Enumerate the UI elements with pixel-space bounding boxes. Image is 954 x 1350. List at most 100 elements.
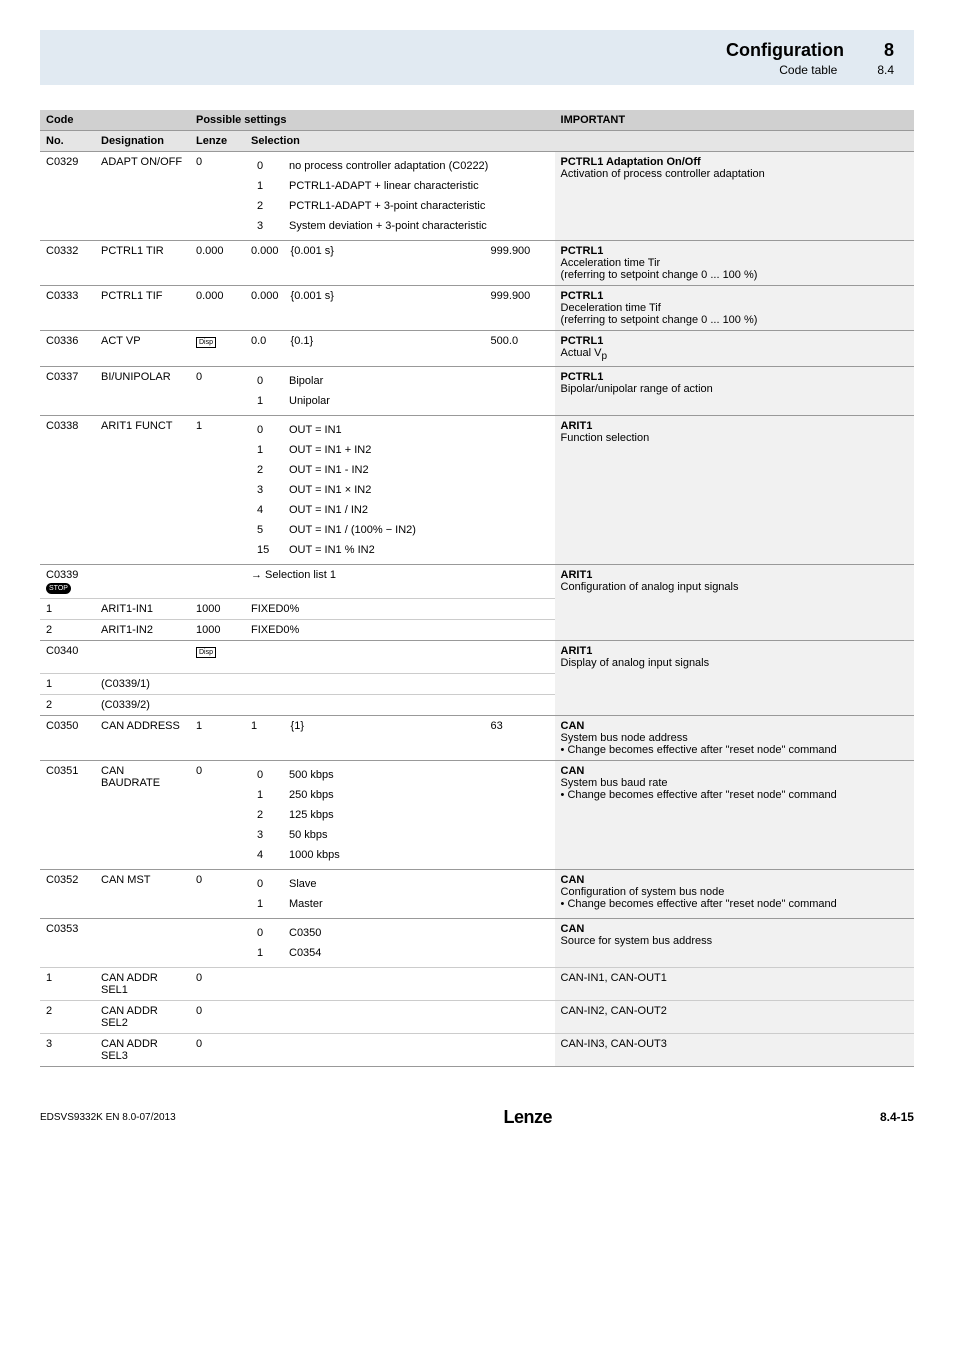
code-table: Code Possible settings IMPORTANT No. Des… — [40, 110, 914, 1067]
header-band: Configuration 8 Code table 8.4 — [40, 30, 914, 85]
row-c0337: C0337 BI/UNIPOLAR 0 0Bipolar 1Unipolar P… — [40, 367, 914, 416]
opt-t: Bipolar — [283, 371, 549, 391]
cell-d: ARIT1-IN2 — [95, 620, 190, 641]
imp-l2: (referring to setpoint change 0 ... 100 … — [561, 314, 758, 326]
cell-desig: ARIT1 FUNCT — [95, 416, 190, 565]
row-c0340-1: 1 (C0339/1) — [40, 673, 914, 694]
cell-imp: CAN System bus baud rate • Change become… — [555, 760, 914, 869]
opt-t: OUT = IN1 % IN2 — [283, 540, 549, 560]
stop-badge: STOP — [46, 583, 71, 594]
row-c0332: C0332 PCTRL1 TIR 0.000 0.000 {0.001 s} 9… — [40, 241, 914, 286]
imp-title: PCTRL1 — [561, 290, 604, 302]
row-c0351: C0351 CAN BAUDRATE 0 0500 kbps 1250 kbps… — [40, 760, 914, 869]
cell-lenze — [190, 918, 245, 967]
cell-desig: PCTRL1 TIF — [95, 286, 190, 331]
cell-lenze: 1 — [190, 715, 245, 760]
imp-title: ARIT1 — [561, 569, 593, 581]
no-text: C0339 — [46, 569, 78, 581]
imp-bul: Change becomes effective after "reset no… — [567, 898, 836, 910]
cell-sel — [245, 641, 555, 674]
table-head-row1: Code Possible settings IMPORTANT — [40, 110, 914, 131]
imp-title: CAN — [561, 720, 585, 732]
row-c0353-2: 2 CAN ADDR SEL2 0 CAN-IN2, CAN-OUT2 — [40, 1000, 914, 1033]
opt-n: 1 — [251, 391, 283, 411]
cell-no: C0338 — [40, 416, 95, 565]
cell-s: FIXED0% — [245, 599, 555, 620]
opt-t: no process controller adaptation (C0222) — [283, 156, 549, 176]
opt-n: 3 — [251, 216, 283, 236]
opt-n: 1 — [251, 894, 283, 914]
opt-t: C0350 — [283, 923, 549, 943]
cell-lenze: Disp — [190, 641, 245, 674]
opt-n: 15 — [251, 540, 283, 560]
cell-n: 1 — [40, 967, 95, 1000]
header-sub: Code table 8.4 — [60, 63, 894, 77]
cell-lenze: 0 — [190, 367, 245, 416]
cell-selection: 0OUT = IN1 1OUT = IN1 + IN2 2OUT = IN1 -… — [245, 416, 555, 565]
cell-unit: {0.001 s} — [285, 286, 485, 331]
opt-t: C0354 — [283, 943, 549, 963]
cell-n: 2 — [40, 620, 95, 641]
cell-lenze: 0 — [190, 152, 245, 241]
opt-t: Unipolar — [283, 391, 549, 411]
cell-no: C0350 — [40, 715, 95, 760]
cell-l: 1000 — [190, 620, 245, 641]
disp-badge: Disp — [196, 337, 216, 348]
cell-unit: {0.1} — [285, 331, 485, 367]
cell-no: C0353 — [40, 918, 95, 967]
opt-n: 1 — [251, 440, 283, 460]
header-section-num: 8.4 — [877, 63, 894, 77]
cell-desig: CAN MST — [95, 869, 190, 918]
cell-d: CAN ADDR SEL1 — [95, 967, 190, 1000]
imp-l1: Deceleration time Tif — [561, 302, 661, 314]
opt-t: PCTRL1-ADAPT + linear characteristic — [283, 176, 549, 196]
imp-title: PCTRL1 — [561, 371, 604, 383]
cell-max: 999.900 — [485, 241, 555, 286]
opt-t: OUT = IN1 / (100% − IN2) — [283, 520, 549, 540]
cell-selection: 0Slave 1Master — [245, 869, 555, 918]
opt-n: 0 — [251, 923, 283, 943]
cell-imp: CAN System bus node address • Change bec… — [555, 715, 914, 760]
cell-lenze: 1 — [190, 416, 245, 565]
cell-n: 3 — [40, 1033, 95, 1066]
cell-sel: → Selection list 1 — [245, 565, 555, 599]
cell-desig: CAN ADDRESS — [95, 715, 190, 760]
opt-n: 2 — [251, 805, 283, 825]
opt-n: 2 — [251, 196, 283, 216]
table-head-row2: No. Designation Lenze Selection — [40, 131, 914, 152]
imp-title: CAN — [561, 923, 585, 935]
opt-t: System deviation + 3-point characteristi… — [283, 216, 549, 236]
cell-selection: 0no process controller adaptation (C0222… — [245, 152, 555, 241]
cell-min: 1 — [245, 715, 285, 760]
cell-l: 0 — [190, 1000, 245, 1033]
opt-n: 5 — [251, 520, 283, 540]
cell-lenze: 0.000 — [190, 241, 245, 286]
opt-n: 0 — [251, 156, 283, 176]
row-c0352: C0352 CAN MST 0 0Slave 1Master CAN Confi… — [40, 869, 914, 918]
cell-min: 0.0 — [245, 331, 285, 367]
th-no: No. — [40, 131, 95, 152]
cell-min: 0.000 — [245, 286, 285, 331]
cell-lenze: 0 — [190, 760, 245, 869]
header-chapter-num: 8 — [884, 40, 894, 61]
footer-left: EDSVS9332K EN 8.0-07/2013 — [40, 1112, 176, 1123]
imp-l1: Configuration of system bus node — [561, 886, 725, 898]
opt-n: 0 — [251, 874, 283, 894]
opt-t: OUT = IN1 - IN2 — [283, 460, 549, 480]
cell-imp: PCTRL1 Bipolar/unipolar range of action — [555, 367, 914, 416]
cell-min: 0.000 — [245, 241, 285, 286]
imp-l1: System bus baud rate — [561, 777, 668, 789]
row-c0339-2: 2 ARIT1-IN2 1000 FIXED0% — [40, 620, 914, 641]
row-c0340-2: 2 (C0339/2) — [40, 694, 914, 715]
th-selection: Selection — [245, 131, 555, 152]
cell-l: 0 — [190, 967, 245, 1000]
row-c0350: C0350 CAN ADDRESS 1 1 {1} 63 CAN System … — [40, 715, 914, 760]
header-title: Configuration — [726, 40, 844, 61]
th-imp-blank — [555, 131, 914, 152]
row-c0353-3: 3 CAN ADDR SEL3 0 CAN-IN3, CAN-OUT3 — [40, 1033, 914, 1066]
cell-selection: 0Bipolar 1Unipolar — [245, 367, 555, 416]
page-container: Configuration 8 Code table 8.4 Code Poss… — [0, 0, 954, 1158]
opt-n: 3 — [251, 480, 283, 500]
cell-imp: PCTRL1 Adaptation On/Off Activation of p… — [555, 152, 914, 241]
opt-n: 3 — [251, 825, 283, 845]
